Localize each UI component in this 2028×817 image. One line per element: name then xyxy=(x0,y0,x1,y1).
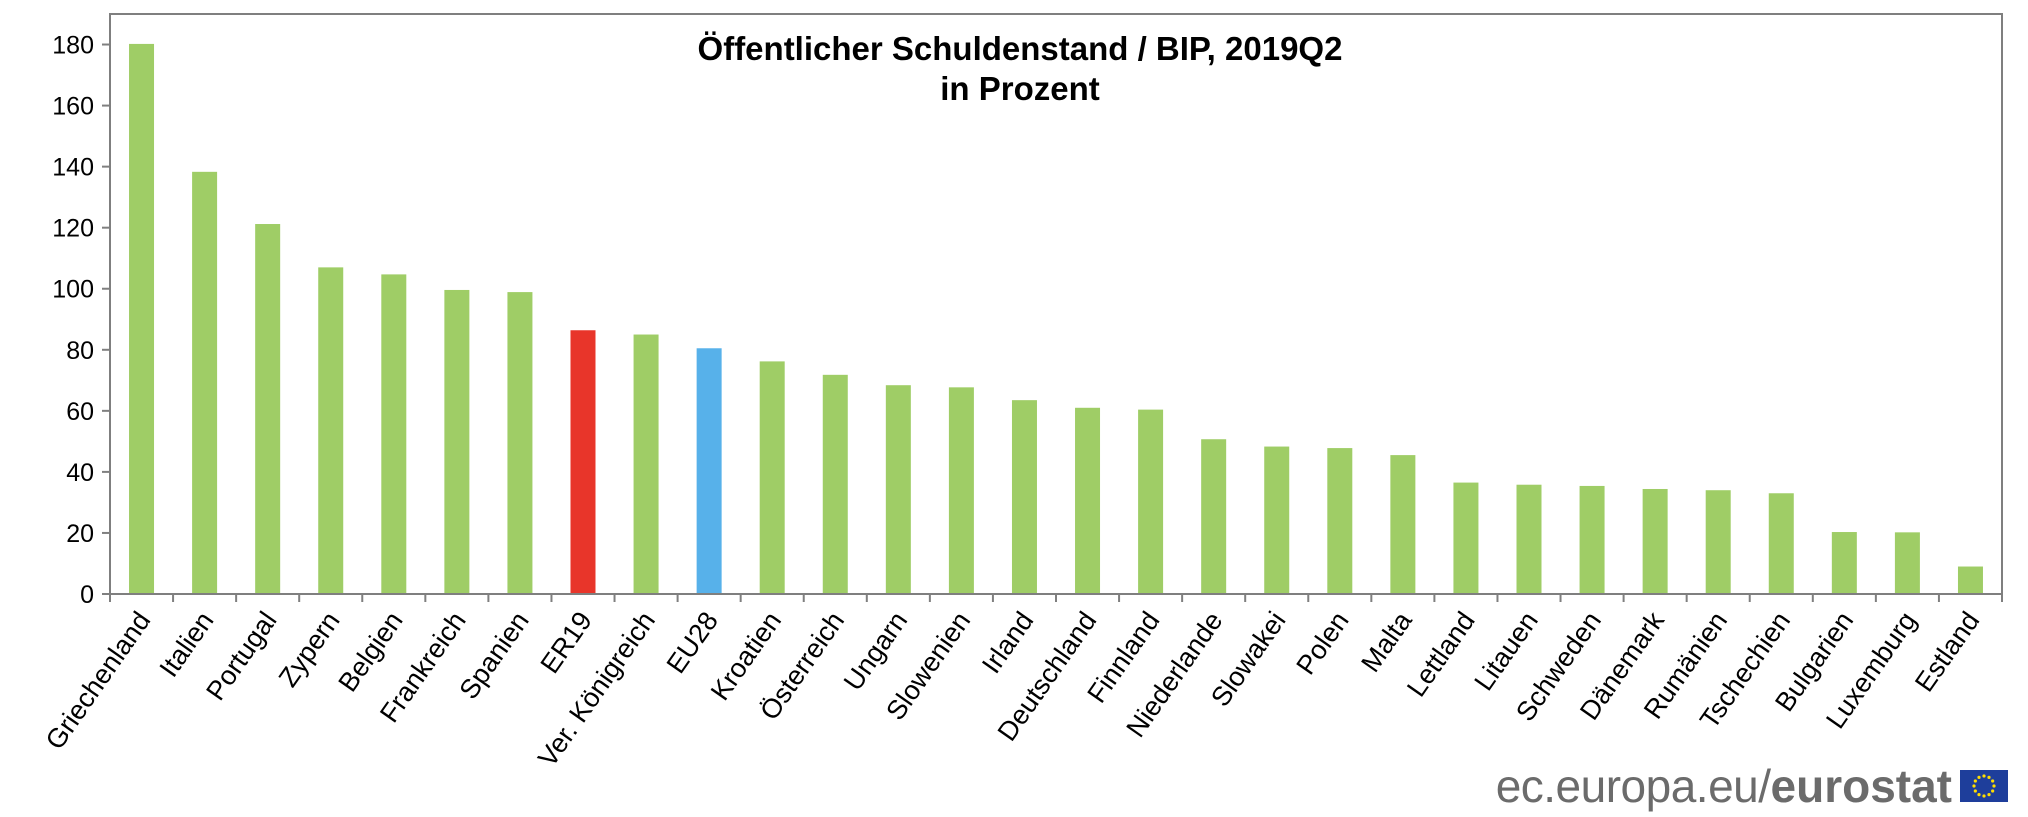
category-label: Griechenland xyxy=(40,606,157,755)
bar-litauen xyxy=(1516,484,1542,594)
bar-ungarn xyxy=(885,385,911,594)
bar-irland xyxy=(1011,400,1037,594)
category-label: Polen xyxy=(1291,606,1355,680)
bar-rumänien xyxy=(1705,490,1731,594)
bar-polen xyxy=(1327,448,1353,594)
bar-zypern xyxy=(318,267,344,594)
category-label: Malta xyxy=(1355,605,1418,677)
bar-er19 xyxy=(570,330,596,594)
y-tick-label: 80 xyxy=(66,337,94,365)
bar-lettland xyxy=(1453,482,1479,594)
category-label: ER19 xyxy=(535,606,598,679)
bar-kroatien xyxy=(759,361,785,594)
y-tick-label: 20 xyxy=(66,520,94,548)
category-label: EU28 xyxy=(661,606,724,679)
bar-tschechien xyxy=(1768,493,1794,594)
y-tick-label: 40 xyxy=(66,459,94,487)
y-tick-label: 160 xyxy=(52,93,94,121)
bar-estland xyxy=(1957,566,1983,594)
bar-ver-königreich xyxy=(633,334,659,594)
bar-malta xyxy=(1390,455,1416,594)
brand-name: eurostat xyxy=(1770,760,1952,812)
y-tick-label: 180 xyxy=(52,32,94,60)
bar-österreich xyxy=(822,374,848,594)
bar-portugal xyxy=(255,224,281,594)
bar-bulgarien xyxy=(1831,532,1857,594)
category-label: Irland xyxy=(976,606,1039,679)
bar-niederlande xyxy=(1201,439,1227,594)
chart-subtitle: in Prozent xyxy=(940,70,1100,107)
y-tick-label: 60 xyxy=(66,398,94,426)
bar-deutschland xyxy=(1075,407,1101,594)
bar-luxemburg xyxy=(1894,532,1920,594)
brand-site[interactable]: ec.europa.eu/ xyxy=(1495,760,1771,812)
chart-title: Öffentlicher Schuldenstand / BIP, 2019Q2 xyxy=(698,30,1343,67)
bar-schweden xyxy=(1579,485,1605,594)
category-label: Ver. Königreich xyxy=(532,606,661,772)
bar-finnland xyxy=(1138,409,1164,594)
eu-flag-icon xyxy=(1960,770,2008,802)
bar-italien xyxy=(192,171,218,595)
eurostat-brand: ec.europa.eu/ eurostat xyxy=(1496,760,2008,812)
bar-belgien xyxy=(381,274,407,594)
bar-frankreich xyxy=(444,289,470,594)
category-label: Italien xyxy=(154,606,220,682)
y-tick-label: 100 xyxy=(52,276,94,304)
y-tick-label: 120 xyxy=(52,215,94,243)
bar-spanien xyxy=(507,292,533,594)
bar-slowakei xyxy=(1264,446,1290,594)
y-tick-label: 0 xyxy=(80,581,94,609)
y-tick-label: 140 xyxy=(52,154,94,182)
bar-slowenien xyxy=(948,387,974,594)
category-label: Estland xyxy=(1909,606,1985,697)
bar-griechenland xyxy=(129,43,155,595)
bar-eu28 xyxy=(696,348,722,594)
bar-dänemark xyxy=(1642,488,1668,594)
